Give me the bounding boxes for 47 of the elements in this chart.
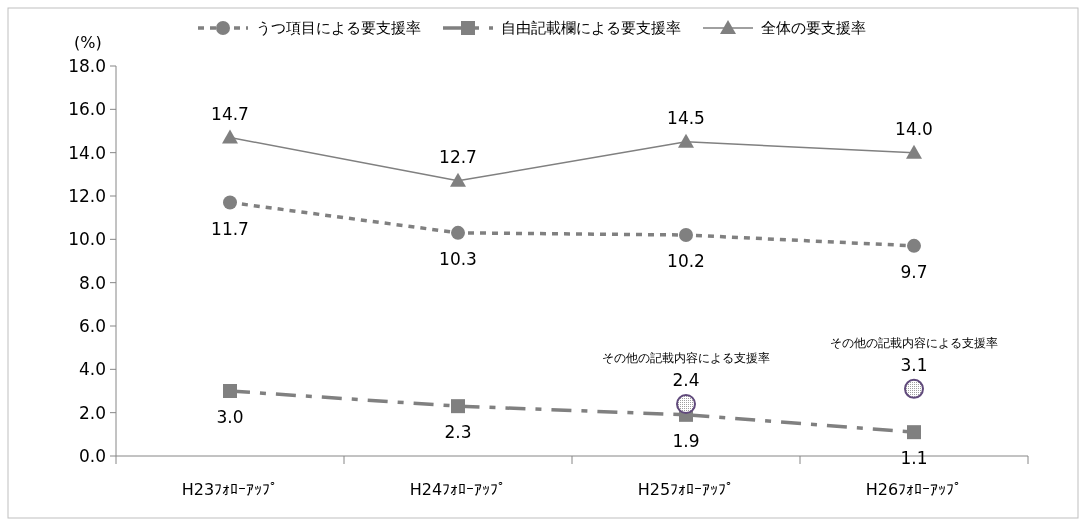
y-tick-label: 8.0 (78, 272, 106, 293)
x-tick-label: H25ﾌｫﾛｰｱｯﾌﾟ (637, 480, 735, 499)
point (223, 384, 237, 398)
point (906, 144, 922, 159)
point (451, 399, 465, 414)
y-tick-label: 0.0 (78, 446, 106, 466)
y-axis-title: (%) (74, 33, 102, 52)
point (222, 129, 238, 144)
y-tick-label: 16.0 (68, 99, 106, 120)
data-label: 2.3 (444, 422, 472, 443)
legend-label: 自由記載欄による要支援率 (501, 19, 681, 37)
point (451, 225, 465, 240)
legend-label: 全体の要支援率 (761, 19, 866, 37)
y-tick-label: 14.0 (68, 142, 106, 163)
point (678, 133, 694, 148)
legend-label: うつ項目による要支援率 (256, 19, 421, 37)
data-label: 1.9 (672, 430, 700, 451)
point (676, 394, 696, 414)
data-label: 14.7 (211, 103, 249, 124)
data-label: 11.7 (211, 218, 249, 239)
data-label: 1.1 (900, 448, 928, 469)
annotation: その他の記載内容による支援率 (602, 351, 770, 365)
y-tick-label: 4.0 (78, 359, 106, 380)
annotation: その他の記載内容による支援率 (830, 335, 998, 350)
data-label: 9.7 (900, 261, 928, 282)
x-tick-label: H26ﾌｫﾛｰｱｯﾌﾟ (865, 480, 963, 499)
point (223, 195, 237, 210)
y-tick-label: 2.0 (78, 402, 106, 423)
point (904, 378, 924, 399)
x-tick-label: H23ﾌｫﾛｰｱｯﾌﾟ (181, 480, 279, 499)
y-tick-label: 18.0 (68, 56, 106, 76)
data-label: 3.0 (216, 407, 244, 427)
data-label: 14.5 (667, 107, 705, 128)
y-tick-label: 6.0 (78, 316, 106, 336)
data-label: 2.4 (672, 370, 700, 390)
y-tick-label: 12.0 (68, 186, 106, 206)
x-tick-label: H24ﾌｫﾛｰｱｯﾌﾟ (409, 480, 507, 499)
data-label: 10.2 (667, 251, 705, 271)
point (450, 172, 466, 187)
point (907, 238, 921, 253)
point (679, 228, 693, 242)
point (907, 425, 921, 440)
data-label: 14.0 (895, 118, 933, 139)
data-label: 12.7 (439, 146, 477, 167)
data-label: 10.3 (439, 248, 477, 269)
data-label: 3.1 (900, 354, 928, 375)
y-tick-label: 10.0 (68, 229, 106, 250)
